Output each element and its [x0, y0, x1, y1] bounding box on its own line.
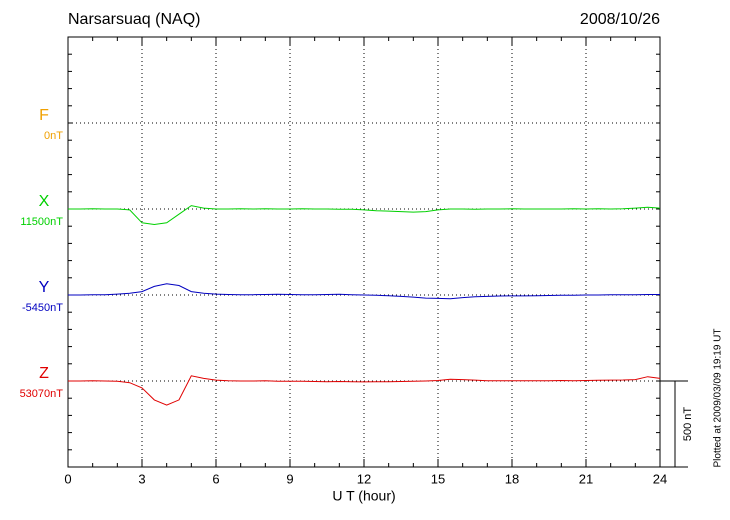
x-tick-label: 15 [431, 471, 445, 486]
x-tick-label: 21 [579, 471, 593, 486]
x-tick-label: 18 [505, 471, 519, 486]
data-line [68, 375, 661, 406]
x-tick-label: 24 [653, 471, 667, 486]
footnote: Plotted at 2009/03/09 19:19 UT [713, 329, 724, 468]
x-tick-label: 12 [357, 471, 371, 486]
chart-title: Narsarsuaq (NAQ) [68, 11, 200, 28]
x-tick-label: 3 [138, 471, 145, 486]
baseline-label: 0nT [44, 130, 63, 142]
x-tick-label: 9 [286, 471, 293, 486]
data-line [68, 205, 661, 226]
x-tick-label: 6 [212, 471, 219, 486]
series-name: Y [39, 279, 50, 296]
series-name: F [39, 107, 49, 124]
series-name: X [39, 193, 50, 210]
chart-date: 2008/10/26 [580, 11, 660, 28]
baseline-label: -5450nT [22, 302, 63, 314]
data-line [68, 283, 660, 300]
scale-label: 500 nT [682, 407, 694, 442]
series-name: Z [39, 365, 49, 382]
x-tick-label: 0 [64, 471, 71, 486]
baseline-label: 11500nT [20, 216, 63, 228]
baseline-label: 53070nT [20, 388, 64, 400]
x-axis-label: U T (hour) [332, 488, 395, 504]
